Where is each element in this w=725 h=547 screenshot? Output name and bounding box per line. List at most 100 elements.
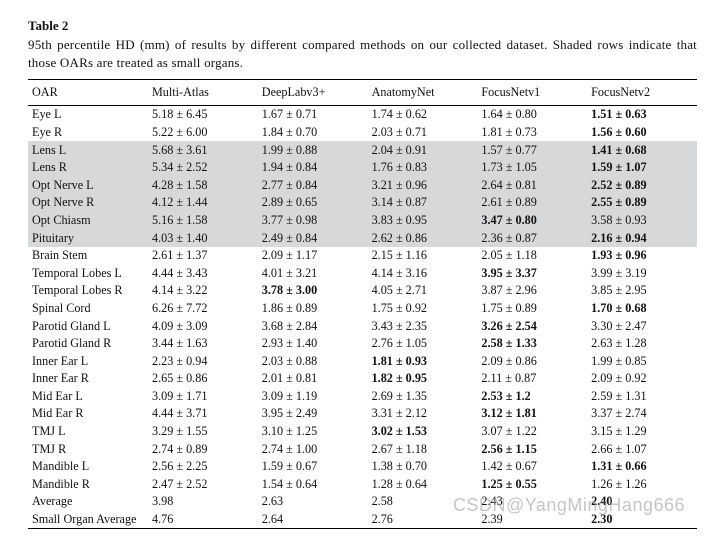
oar-cell: TMJ L [28, 423, 148, 441]
value-cell: 3.58 ± 0.93 [587, 212, 697, 230]
value-cell: 2.67 ± 1.18 [368, 440, 478, 458]
value-cell: 2.39 [477, 511, 587, 529]
value-cell: 1.86 ± 0.89 [258, 300, 368, 318]
table-row: Parotid Gland R3.44 ± 1.632.93 ± 1.402.7… [28, 335, 697, 353]
value-cell: 2.61 ± 0.89 [477, 194, 587, 212]
value-cell: 1.64 ± 0.80 [477, 106, 587, 124]
value-cell: 2.64 [258, 511, 368, 529]
value-cell: 2.76 ± 1.05 [368, 335, 478, 353]
value-cell: 4.14 ± 3.16 [368, 264, 478, 282]
value-cell: 2.43 [477, 493, 587, 511]
value-cell: 2.53 ± 1.2 [477, 388, 587, 406]
value-cell: 6.26 ± 7.72 [148, 300, 258, 318]
oar-cell: Average [28, 493, 148, 511]
table-row: Opt Chiasm5.16 ± 1.583.77 ± 0.983.83 ± 0… [28, 212, 697, 230]
oar-cell: Eye L [28, 106, 148, 124]
value-cell: 1.73 ± 1.05 [477, 159, 587, 177]
table-row: Mid Ear R4.44 ± 3.713.95 ± 2.493.31 ± 2.… [28, 405, 697, 423]
value-cell: 1.81 ± 0.93 [368, 352, 478, 370]
oar-cell: Small Organ Average [28, 511, 148, 529]
value-cell: 2.40 [587, 493, 697, 511]
value-cell: 1.99 ± 0.88 [258, 141, 368, 159]
value-cell: 2.56 ± 1.15 [477, 440, 587, 458]
value-cell: 3.31 ± 2.12 [368, 405, 478, 423]
oar-cell: Opt Nerve R [28, 194, 148, 212]
value-cell: 1.31 ± 0.66 [587, 458, 697, 476]
value-cell: 3.95 ± 2.49 [258, 405, 368, 423]
value-cell: 3.99 ± 3.19 [587, 264, 697, 282]
oar-cell: Mandible R [28, 476, 148, 494]
value-cell: 3.68 ± 2.84 [258, 317, 368, 335]
table-row: Spinal Cord6.26 ± 7.721.86 ± 0.891.75 ± … [28, 300, 697, 318]
value-cell: 2.04 ± 0.91 [368, 141, 478, 159]
oar-cell: Parotid Gland L [28, 317, 148, 335]
value-cell: 2.76 [368, 511, 478, 529]
value-cell: 4.28 ± 1.58 [148, 176, 258, 194]
value-cell: 2.93 ± 1.40 [258, 335, 368, 353]
value-cell: 1.75 ± 0.92 [368, 300, 478, 318]
value-cell: 1.59 ± 1.07 [587, 159, 697, 177]
value-cell: 4.44 ± 3.71 [148, 405, 258, 423]
value-cell: 2.58 ± 1.33 [477, 335, 587, 353]
oar-cell: TMJ R [28, 440, 148, 458]
value-cell: 1.41 ± 0.68 [587, 141, 697, 159]
value-cell: 2.69 ± 1.35 [368, 388, 478, 406]
value-cell: 2.15 ± 1.16 [368, 247, 478, 265]
table-label: Table 2 [28, 18, 697, 34]
value-cell: 3.15 ± 1.29 [587, 423, 697, 441]
oar-cell: Mid Ear R [28, 405, 148, 423]
value-cell: 1.74 ± 0.62 [368, 106, 478, 124]
column-header: OAR [28, 80, 148, 106]
oar-cell: Temporal Lobes R [28, 282, 148, 300]
value-cell: 3.30 ± 2.47 [587, 317, 697, 335]
value-cell: 1.76 ± 0.83 [368, 159, 478, 177]
value-cell: 2.58 [368, 493, 478, 511]
oar-cell: Brain Stem [28, 247, 148, 265]
table-row: Inner Ear L2.23 ± 0.942.03 ± 0.881.81 ± … [28, 352, 697, 370]
table-row: Mid Ear L3.09 ± 1.713.09 ± 1.192.69 ± 1.… [28, 388, 697, 406]
value-cell: 4.09 ± 3.09 [148, 317, 258, 335]
column-header: Multi-Atlas [148, 80, 258, 106]
value-cell: 5.34 ± 2.52 [148, 159, 258, 177]
value-cell: 1.56 ± 0.60 [587, 124, 697, 142]
value-cell: 3.07 ± 1.22 [477, 423, 587, 441]
value-cell: 2.63 ± 1.28 [587, 335, 697, 353]
oar-cell: Opt Chiasm [28, 212, 148, 230]
value-cell: 2.66 ± 1.07 [587, 440, 697, 458]
value-cell: 1.25 ± 0.55 [477, 476, 587, 494]
value-cell: 2.01 ± 0.81 [258, 370, 368, 388]
value-cell: 2.36 ± 0.87 [477, 229, 587, 247]
value-cell: 2.64 ± 0.81 [477, 176, 587, 194]
value-cell: 1.59 ± 0.67 [258, 458, 368, 476]
oar-cell: Lens L [28, 141, 148, 159]
value-cell: 1.81 ± 0.73 [477, 124, 587, 142]
oar-cell: Lens R [28, 159, 148, 177]
value-cell: 5.22 ± 6.00 [148, 124, 258, 142]
table-row: Mandible L2.56 ± 2.251.59 ± 0.671.38 ± 0… [28, 458, 697, 476]
value-cell: 5.18 ± 6.45 [148, 106, 258, 124]
oar-cell: Inner Ear R [28, 370, 148, 388]
table-row: Eye L5.18 ± 6.451.67 ± 0.711.74 ± 0.621.… [28, 106, 697, 124]
value-cell: 2.74 ± 1.00 [258, 440, 368, 458]
value-cell: 3.47 ± 0.80 [477, 212, 587, 230]
value-cell: 1.42 ± 0.67 [477, 458, 587, 476]
table-row: Lens L5.68 ± 3.611.99 ± 0.882.04 ± 0.911… [28, 141, 697, 159]
value-cell: 2.74 ± 0.89 [148, 440, 258, 458]
value-cell: 3.26 ± 2.54 [477, 317, 587, 335]
oar-cell: Mandible L [28, 458, 148, 476]
value-cell: 2.09 ± 0.92 [587, 370, 697, 388]
oar-cell: Opt Nerve L [28, 176, 148, 194]
value-cell: 1.26 ± 1.26 [587, 476, 697, 494]
value-cell: 2.63 [258, 493, 368, 511]
value-cell: 3.21 ± 0.96 [368, 176, 478, 194]
value-cell: 3.09 ± 1.71 [148, 388, 258, 406]
value-cell: 2.49 ± 0.84 [258, 229, 368, 247]
value-cell: 1.82 ± 0.95 [368, 370, 478, 388]
value-cell: 4.44 ± 3.43 [148, 264, 258, 282]
value-cell: 3.95 ± 3.37 [477, 264, 587, 282]
table-row: Pituitary4.03 ± 1.402.49 ± 0.842.62 ± 0.… [28, 229, 697, 247]
value-cell: 2.05 ± 1.18 [477, 247, 587, 265]
value-cell: 3.83 ± 0.95 [368, 212, 478, 230]
value-cell: 2.30 [587, 511, 697, 529]
value-cell: 5.16 ± 1.58 [148, 212, 258, 230]
